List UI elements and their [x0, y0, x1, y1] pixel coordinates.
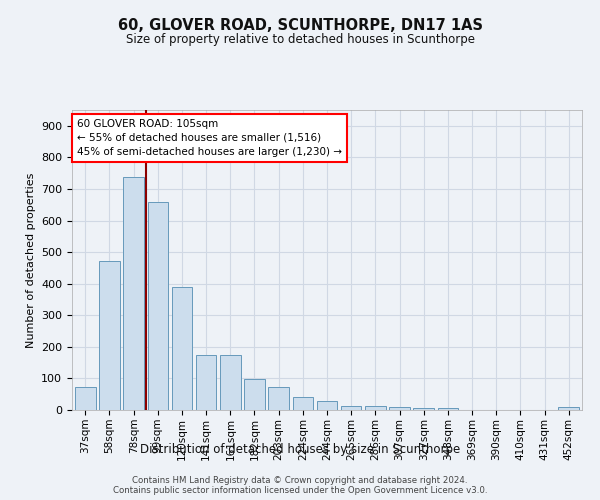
Bar — [437, 408, 458, 410]
Text: Distribution of detached houses by size in Scunthorpe: Distribution of detached houses by size … — [140, 442, 460, 456]
Bar — [196, 354, 217, 410]
Bar — [389, 408, 410, 410]
Bar — [268, 388, 289, 410]
Bar — [172, 287, 192, 410]
Text: Contains HM Land Registry data © Crown copyright and database right 2024.
Contai: Contains HM Land Registry data © Crown c… — [113, 476, 487, 495]
Bar — [148, 202, 168, 410]
Bar — [220, 354, 241, 410]
Bar — [244, 379, 265, 410]
Bar — [99, 261, 120, 410]
Text: Size of property relative to detached houses in Scunthorpe: Size of property relative to detached ho… — [125, 32, 475, 46]
Y-axis label: Number of detached properties: Number of detached properties — [26, 172, 35, 348]
Bar — [413, 408, 434, 410]
Text: 60, GLOVER ROAD, SCUNTHORPE, DN17 1AS: 60, GLOVER ROAD, SCUNTHORPE, DN17 1AS — [118, 18, 482, 32]
Bar — [559, 408, 579, 410]
Bar — [317, 402, 337, 410]
Bar — [293, 398, 313, 410]
Bar — [365, 406, 386, 410]
Bar — [124, 177, 144, 410]
Text: 60 GLOVER ROAD: 105sqm
← 55% of detached houses are smaller (1,516)
45% of semi-: 60 GLOVER ROAD: 105sqm ← 55% of detached… — [77, 119, 342, 157]
Bar — [341, 406, 361, 410]
Bar — [75, 388, 95, 410]
